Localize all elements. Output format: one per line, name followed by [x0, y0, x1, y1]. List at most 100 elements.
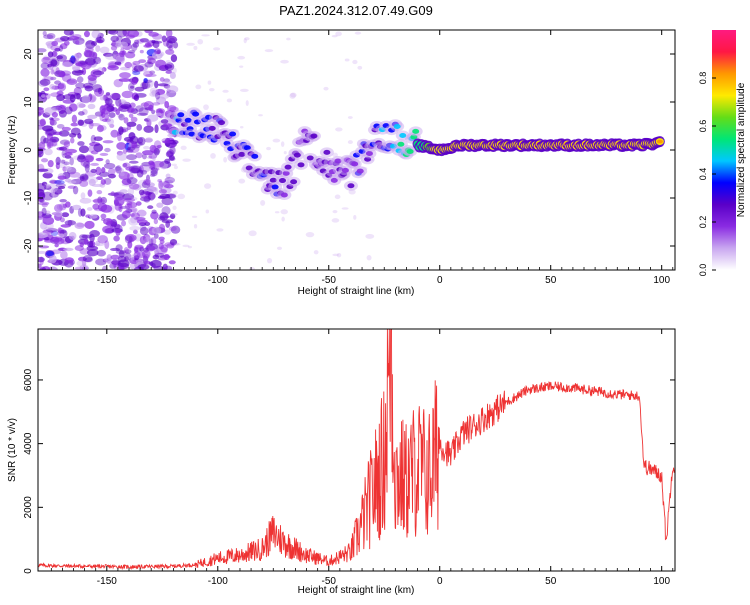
spectrogram-speckle [84, 44, 96, 49]
spectrogram-speckle [59, 233, 65, 238]
spectrogram-speckle [283, 151, 287, 155]
spectrogram-speckle [140, 81, 151, 90]
spectrogram-speckle [133, 229, 138, 235]
spectrogram-ridge [290, 179, 298, 185]
spectrogram-speckle [149, 87, 158, 94]
spectrogram-speckle [169, 213, 176, 220]
spectrogram-speckle [39, 78, 51, 86]
spectrogram-speckle [331, 34, 338, 38]
spectrogram-speckle [222, 89, 229, 93]
spectrogram-speckle [209, 87, 215, 92]
colorbar-tick-label: 0.0 [698, 264, 708, 277]
spectrogram-speckle [71, 114, 78, 124]
spectrogram-speckle [134, 86, 145, 92]
spectrogram-speckle [104, 228, 114, 234]
spectrogram-speckle [57, 185, 66, 190]
spectrogram-speckle [56, 124, 65, 129]
spectrogram-speckle [153, 218, 159, 225]
spectrogram-speckle [161, 35, 167, 43]
spectrogram-speckle [96, 249, 106, 257]
spectrogram-speckle [127, 240, 133, 249]
spectrogram-speckle [136, 124, 143, 131]
spectrogram-speckle [58, 130, 70, 137]
spectrogram-speckle [136, 38, 145, 44]
snr-ylabel: SNR (10 * v/v) [7, 418, 18, 482]
spectrogram-speckle [88, 178, 96, 187]
spectrogram-speckle [70, 137, 75, 144]
spectrogram-speckle [86, 207, 93, 211]
spectrogram-speckle [357, 65, 363, 70]
spectrogram-speckle [107, 168, 116, 175]
spectrogram-speckle [101, 167, 106, 174]
spectrogram-speckle [335, 127, 343, 132]
spectrogram-ridge [184, 117, 192, 123]
spectrogram-speckle [170, 225, 181, 234]
spectrogram-speckle [165, 30, 173, 38]
spectrogram-ridge [238, 151, 246, 157]
spectrogram-speckle [89, 122, 101, 127]
spectrogram-speckle [157, 83, 169, 87]
colorbar-tick-label: 0.4 [698, 168, 708, 181]
spectrogram-speckle [69, 157, 74, 166]
spectrogram-speckle [155, 91, 161, 100]
spectrogram-speckle [276, 246, 283, 250]
spectrogram-speckle [156, 246, 168, 255]
y-tick-label: 20 [23, 48, 34, 60]
spectrogram-speckle [158, 236, 165, 241]
spectrogram-speckle [245, 100, 249, 106]
spectrogram-speckle [58, 109, 67, 118]
spectrogram-speckle [169, 239, 178, 246]
spectrogram-speckle [161, 206, 171, 216]
spectrogram-speckle [151, 89, 157, 97]
spectrogram-speckle [62, 93, 75, 100]
spectrogram-speckle [45, 210, 51, 216]
spectrogram-speckle [50, 76, 57, 81]
spectrogram-speckle [173, 243, 181, 246]
spectrogram-speckle [57, 227, 62, 233]
spectrogram-speckle [164, 100, 170, 109]
spectrogram-speckle [95, 45, 101, 52]
spectrogram-ridge [293, 152, 301, 158]
spectrogram-speckle [136, 209, 147, 217]
spectrogram-speckle [68, 171, 81, 178]
spectrogram-speckle [170, 54, 178, 63]
spectrogram-speckle [49, 117, 54, 121]
spectrogram-speckle [135, 201, 142, 206]
spectrogram-ridge [269, 177, 277, 183]
spectrogram-speckle [38, 168, 49, 172]
spectrogram-speckle [94, 243, 105, 247]
spectrogram-speckle [79, 242, 84, 248]
spectrogram-speckle [79, 173, 89, 182]
spectrogram-speckle [88, 144, 95, 153]
spectrogram-speckle [125, 233, 137, 242]
spectrogram-speckle [121, 210, 131, 219]
spectrogram-ridge [177, 112, 185, 118]
spectrogram-ridge [356, 168, 364, 174]
spectrogram-speckle [138, 59, 147, 64]
spectrogram-speckle [118, 250, 125, 258]
spectrogram-speckle [38, 147, 44, 156]
spectrogram-speckle [58, 45, 64, 52]
x-tick-label: -150 [97, 275, 117, 286]
spectrogram-speckle [110, 129, 119, 138]
spectrogram-speckle [87, 114, 98, 119]
spectrogram-speckle [57, 83, 65, 90]
spectrogram-speckle [139, 49, 144, 54]
spectrogram-speckle [40, 62, 50, 70]
spectrogram-speckle [160, 119, 169, 124]
spectrogram-speckle [38, 256, 45, 263]
spectrogram-speckle [150, 166, 159, 175]
spectrogram-speckle [131, 197, 138, 201]
spectrogram-speckle [124, 51, 136, 59]
spectrogram-speckle [151, 226, 162, 235]
spectrogram-speckle [61, 61, 73, 68]
spectrogram-speckle [85, 257, 93, 263]
spectrogram-speckle [272, 138, 281, 143]
spectrogram-speckle [143, 79, 153, 84]
spectrogram-speckle [97, 196, 103, 204]
spectrogram-speckle [51, 41, 59, 47]
spectrogram-speckle [172, 190, 178, 195]
spectrogram-speckle [173, 165, 178, 170]
spectrogram-speckle [332, 209, 338, 214]
